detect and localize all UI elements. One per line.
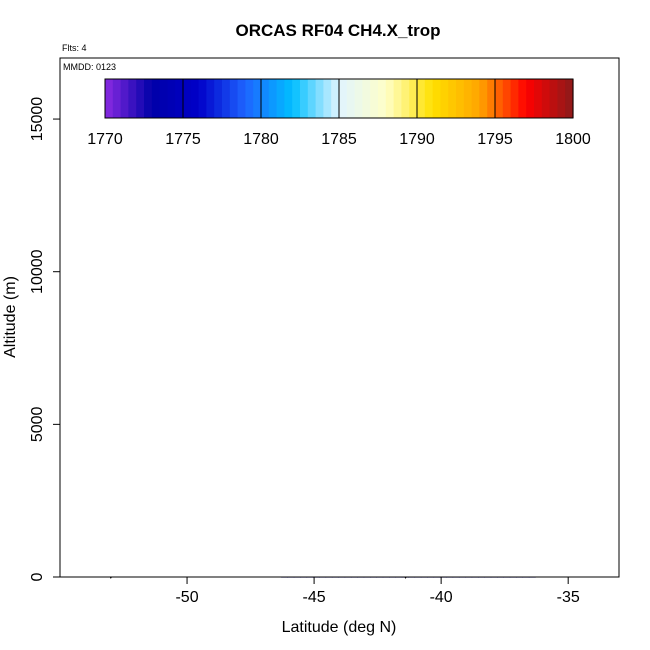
colorbar-tick-label: 1770 [87, 131, 123, 148]
colorbar-cell [534, 79, 543, 118]
x-axis-label: Latitude (deg N) [282, 619, 397, 636]
colorbar-cell [432, 79, 441, 118]
chart-title: ORCAS RF04 CH4.X_trop [236, 21, 441, 40]
colorbar-cell [237, 79, 246, 118]
colorbar-cell [284, 79, 293, 118]
colorbar-cell [229, 79, 239, 118]
colorbar-cell [549, 79, 558, 118]
colorbar-cell [346, 79, 356, 118]
colorbar-cell [456, 79, 465, 118]
colorbar-cell [510, 79, 519, 118]
colorbar-cell [268, 79, 278, 118]
y-tick-label: 15000 [29, 97, 46, 142]
x-tick-label: -35 [557, 589, 580, 606]
colorbar-cell [245, 79, 254, 118]
plot-frame [59, 57, 620, 578]
colorbar-cell [409, 79, 418, 118]
y-tick-label: 5000 [29, 406, 46, 442]
colorbar-cell [401, 79, 410, 118]
colorbar-tick-label: 1785 [321, 131, 357, 148]
colorbar-cell [378, 79, 387, 118]
colorbar-cell [385, 79, 395, 118]
colorbar-cell [292, 79, 301, 118]
colorbar-cell [417, 79, 426, 118]
colorbar-cell [424, 79, 434, 118]
colorbar-cell [300, 79, 309, 118]
colorbar-cell [120, 79, 129, 118]
colorbar-cell [323, 79, 332, 118]
colorbar-cell [144, 79, 153, 118]
colorbar-cell [354, 79, 363, 118]
colorbar-cell [479, 79, 488, 118]
colorbar-tick-label: 1800 [555, 131, 591, 148]
colorbar-cell [557, 79, 566, 118]
colorbar-cell [315, 79, 324, 118]
colorbar-tick-label: 1795 [477, 131, 513, 148]
colorbar-ticks: 1770 1775 1780 1785 1790 1795 1800 [87, 79, 591, 148]
colorbar-cell [526, 79, 535, 118]
colorbar-cell [198, 79, 207, 118]
colorbar-cell [495, 79, 504, 118]
y-tick-label: 0 [29, 572, 46, 581]
colorbar-cell [128, 79, 137, 118]
colorbar-cell [440, 79, 449, 118]
colorbar-cell [393, 79, 402, 118]
colorbar-cell [214, 79, 223, 118]
colorbar-cell [136, 79, 145, 118]
colorbar-tick-label: 1790 [399, 131, 435, 148]
colorbar-cell [175, 79, 184, 118]
date-note: MMDD: 0123 [63, 62, 116, 72]
y-tick-label: 10000 [29, 249, 46, 294]
colorbar-cell [276, 79, 285, 118]
colorbar-cell [471, 79, 480, 118]
colorbar-cell [502, 79, 512, 118]
colorbar-cell [448, 79, 457, 118]
colorbar-cell [331, 79, 340, 118]
colorbar-cell [518, 79, 527, 118]
colorbar-cell [206, 79, 215, 118]
x-tick-label: -40 [430, 589, 453, 606]
colorbar-cell [253, 79, 262, 118]
colorbar-cell [362, 79, 371, 118]
colorbar-cell [307, 79, 317, 118]
y-axis-label: Altitude (m) [2, 276, 19, 358]
colorbar-cell [183, 79, 192, 118]
colorbar-cell [190, 79, 200, 118]
colorbar: 1770 1775 1780 1785 1790 1795 1800 [87, 78, 591, 148]
colorbar-cell [370, 79, 379, 118]
colorbar-cell [339, 79, 348, 118]
colorbar-tick-label: 1780 [243, 131, 279, 148]
colorbar-cell [541, 79, 551, 118]
colorbar-cell [463, 79, 473, 118]
x-axis: -50 -45 -40 -35 [175, 577, 580, 606]
colorbar-cell [167, 79, 176, 118]
x-tick-label: -45 [303, 589, 326, 606]
y-axis: 0 5000 10000 15000 [29, 97, 60, 581]
colorbar-cell [222, 79, 231, 118]
colorbar-cell [105, 79, 114, 118]
colorbar-gradient [105, 79, 574, 118]
x-tick-label: -50 [175, 589, 198, 606]
colorbar-tick-label: 1775 [165, 131, 201, 148]
colorbar-cell [261, 79, 270, 118]
colorbar-cell [112, 79, 122, 118]
colorbar-cell [151, 79, 161, 118]
colorbar-cell [487, 79, 496, 118]
plot-area [59, 57, 620, 579]
colorbar-cell [159, 79, 168, 118]
flights-note: Flts: 4 [62, 43, 87, 53]
colorbar-cell [565, 79, 574, 118]
